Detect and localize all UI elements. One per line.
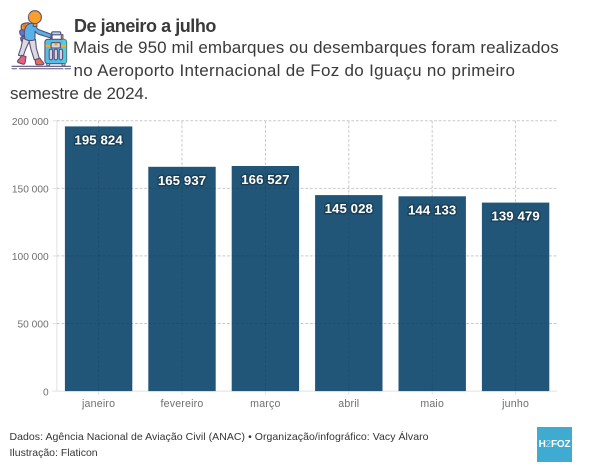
svg-text:145 028: 145 028 [325,201,373,216]
svg-text:maio: maio [420,398,444,410]
svg-text:165 937: 165 937 [158,173,206,188]
svg-text:100 000: 100 000 [12,252,49,263]
svg-text:junho: junho [501,398,529,410]
svg-text:139 479: 139 479 [491,209,539,224]
svg-text:fevereiro: fevereiro [160,398,203,410]
svg-text:abril: abril [338,398,359,410]
svg-text:150 000: 150 000 [12,185,49,196]
svg-text:144 133: 144 133 [408,202,456,217]
svg-text:março: março [250,398,280,410]
svg-text:50 000: 50 000 [18,320,49,331]
svg-text:195 824: 195 824 [74,133,123,148]
svg-text:0: 0 [43,387,49,398]
svg-text:janeiro: janeiro [81,398,115,410]
svg-text:200 000: 200 000 [12,117,49,128]
svg-text:166 527: 166 527 [241,172,289,187]
